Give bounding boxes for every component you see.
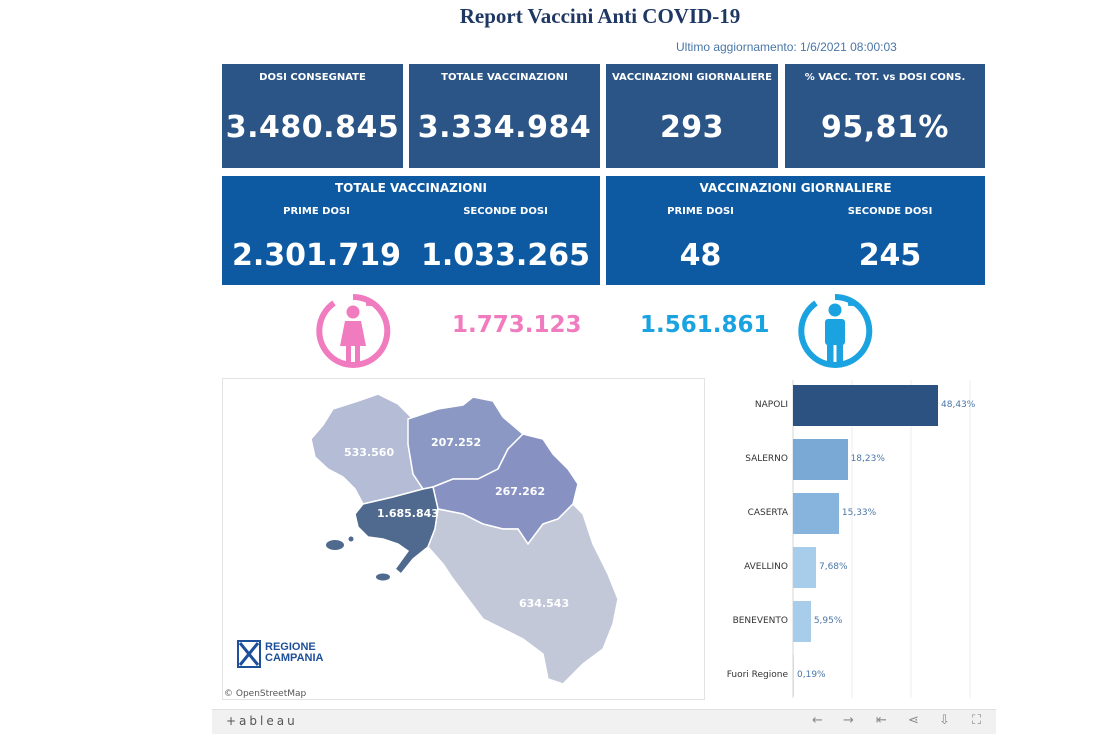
prime-dosi-value: 2.301.719 bbox=[232, 238, 401, 273]
female-count: 1.773.123 bbox=[452, 312, 582, 338]
panel-title: TOTALE VACCINAZIONI bbox=[335, 181, 487, 195]
revert-icon[interactable]: ⇤ bbox=[876, 713, 887, 728]
kpi-dosi-consegnate: DOSI CONSEGNATE 3.480.845 bbox=[222, 64, 403, 168]
bar-mark[interactable] bbox=[793, 493, 839, 534]
bar-value-label: 5,95% bbox=[813, 615, 843, 626]
map-attribution[interactable]: © OpenStreetMap bbox=[224, 689, 307, 699]
kpi-label: TOTALE VACCINAZIONI bbox=[441, 72, 568, 83]
redo-icon[interactable]: → bbox=[843, 713, 854, 728]
kpi-label: % VACC. TOT. vs DOSI CONS. bbox=[804, 72, 966, 83]
bar-category-label: Fuori Regione bbox=[726, 669, 788, 680]
bar-value-label: 15,33% bbox=[841, 507, 877, 518]
page-title: Report Vaccini Anti COVID-19 bbox=[459, 4, 741, 28]
kpi-totale-vaccinazioni: TOTALE VACCINAZIONI 3.334.984 bbox=[409, 64, 600, 168]
share-icon[interactable]: ⋖ bbox=[908, 713, 919, 728]
bar-mark[interactable] bbox=[793, 655, 794, 696]
kpi-value: 3.480.845 bbox=[225, 110, 400, 145]
tableau-brand: +ableau bbox=[226, 714, 298, 728]
kpi-value: 95,81% bbox=[821, 110, 949, 145]
island-procida bbox=[348, 536, 354, 542]
region-salerno bbox=[427, 502, 619, 685]
bar-category-label: NAPOLI bbox=[754, 399, 788, 410]
bar-mark[interactable] bbox=[793, 385, 938, 426]
regione-campania-logo: REGIONE CAMPANIA bbox=[237, 640, 324, 668]
island-capri bbox=[376, 573, 390, 581]
logo-line1: REGIONE bbox=[265, 641, 316, 653]
kpi-vaccinazioni-giornaliere: VACCINAZIONI GIORNALIERE 293 bbox=[606, 64, 778, 168]
logo-line2: CAMPANIA bbox=[265, 652, 324, 664]
island-ischia bbox=[326, 540, 344, 550]
bar-mark[interactable] bbox=[793, 439, 848, 480]
seconde-dosi-label: SECONDE DOSI bbox=[847, 206, 933, 217]
prime-dosi-value: 48 bbox=[679, 238, 722, 273]
bar-value-label: 48,43% bbox=[941, 399, 976, 410]
seconde-dosi-value: 245 bbox=[858, 238, 922, 273]
map-svg: 533.560 207.252 267.262 1.685.843 634.54… bbox=[237, 393, 619, 685]
kpi-percent-vacc: % VACC. TOT. vs DOSI CONS. 95,81% bbox=[785, 64, 985, 168]
download-icon[interactable]: ⇩ bbox=[939, 713, 950, 728]
panel-totale-vaccinazioni: TOTALE VACCINAZIONI PRIME DOSI SECONDE D… bbox=[222, 176, 600, 285]
tableau-logo[interactable]: +ableau bbox=[226, 714, 298, 728]
bar-value-label: 7,68% bbox=[818, 561, 848, 572]
kpi-label: DOSI CONSEGNATE bbox=[259, 72, 366, 83]
map-campania[interactable]: 533.560 207.252 267.262 1.685.843 634.54… bbox=[222, 378, 705, 700]
bar-mark[interactable] bbox=[793, 547, 816, 588]
female-icon bbox=[316, 293, 391, 368]
last-updated: Ultimo aggiornamento: 1/6/2021 08:00:03 bbox=[676, 40, 897, 54]
bar-category-label: AVELLINO bbox=[744, 561, 788, 572]
seconde-dosi-label: SECONDE DOSI bbox=[463, 206, 548, 217]
bar-mark[interactable] bbox=[793, 601, 811, 642]
label-salerno: 634.543 bbox=[519, 597, 569, 610]
bar-value-label: 0,19% bbox=[797, 669, 826, 680]
bar-chart-grid bbox=[792, 380, 971, 698]
bar-value-label: 18,23% bbox=[850, 453, 885, 464]
male-icon bbox=[798, 293, 873, 368]
seconde-dosi-value: 1.033.265 bbox=[421, 238, 590, 273]
bar-category-label: CASERTA bbox=[747, 507, 788, 518]
label-caserta: 533.560 bbox=[344, 446, 394, 459]
prime-dosi-label: PRIME DOSI bbox=[283, 206, 350, 217]
undo-icon[interactable]: ← bbox=[812, 713, 823, 728]
kpi-value: 293 bbox=[659, 110, 725, 145]
kpi-value: 3.334.984 bbox=[417, 110, 592, 145]
bar-category-label: BENEVENTO bbox=[732, 615, 788, 626]
male-count: 1.561.861 bbox=[640, 312, 770, 338]
kpi-label: VACCINAZIONI GIORNALIERE bbox=[611, 72, 773, 83]
bar-category-label: SALERNO bbox=[745, 453, 788, 464]
panel-vaccinazioni-giornaliere: VACCINAZIONI GIORNALIERE PRIME DOSI SECO… bbox=[606, 176, 985, 285]
fullscreen-icon[interactable]: ⛶ bbox=[972, 713, 982, 728]
label-avellino: 267.262 bbox=[495, 485, 545, 498]
label-napoli: 1.685.843 bbox=[377, 507, 439, 520]
prime-dosi-label: PRIME DOSI bbox=[667, 206, 734, 217]
panel-title: VACCINAZIONI GIORNALIERE bbox=[699, 181, 892, 195]
label-benevento: 207.252 bbox=[431, 436, 481, 449]
region-napoli bbox=[354, 486, 439, 576]
tableau-toolbar: +ableau ← → ⇤ ⋖ ⇩ ⛶ bbox=[212, 709, 996, 734]
